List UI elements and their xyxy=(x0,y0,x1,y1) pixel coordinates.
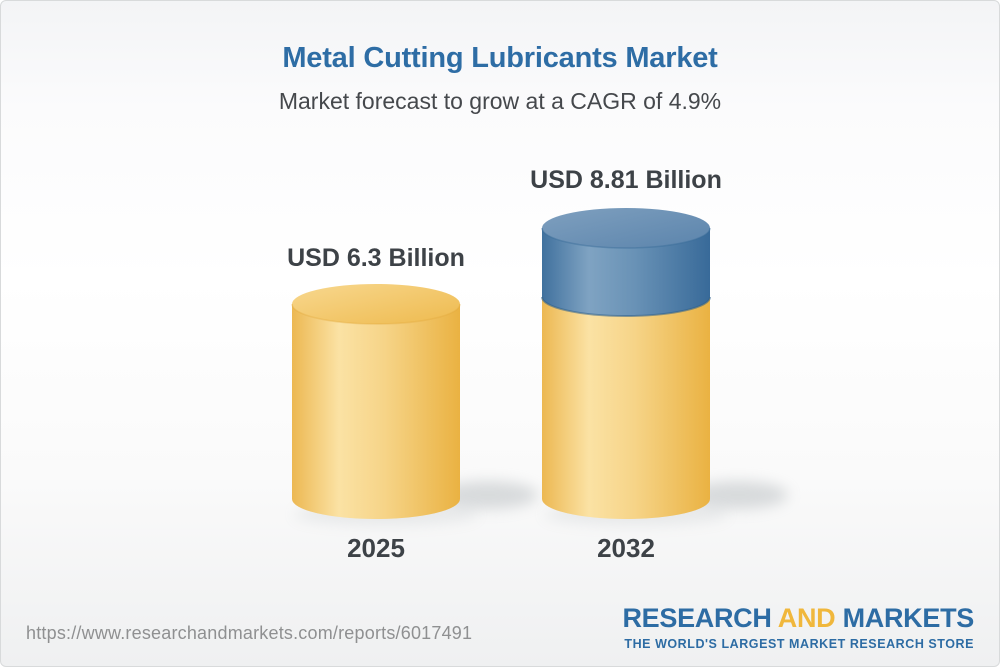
shadow-2032 xyxy=(688,481,788,509)
logo-markets: MARKETS xyxy=(842,603,975,633)
value-label-2032: USD 8.81 Billion xyxy=(530,166,722,194)
shadow-2025 xyxy=(438,481,538,509)
research-and-markets-logo: RESEARCH AND MARKETS THE WORLD'S LARGEST… xyxy=(622,605,974,651)
page-subtitle: Market forecast to grow at a CAGR of 4.9… xyxy=(278,88,722,114)
cylinder-2025 xyxy=(291,284,461,519)
logo-tagline: THE WORLD'S LARGEST MARKET RESEARCH STOR… xyxy=(624,637,974,651)
logo-research: RESEARCH xyxy=(622,603,772,633)
logo-and: AND xyxy=(777,603,836,633)
value-label-2025: USD 6.3 Billion xyxy=(287,244,465,272)
cylinder-2032-base xyxy=(542,297,710,519)
year-label-2025: 2025 xyxy=(347,533,405,563)
report-url: https://www.researchandmarkets.com/repor… xyxy=(26,623,473,643)
page-title: Metal Cutting Lubricants Market xyxy=(282,42,718,74)
cylinder-2032-growth xyxy=(541,208,711,317)
year-label-2032: 2032 xyxy=(597,533,655,563)
logo-wordmark: RESEARCH AND MARKETS xyxy=(622,605,974,632)
